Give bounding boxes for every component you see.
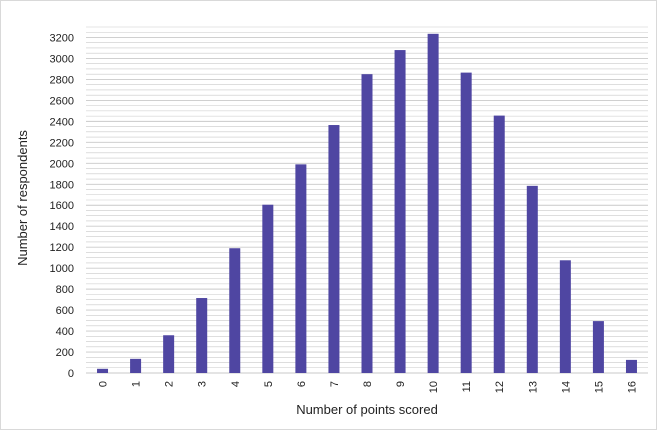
bar-6 xyxy=(295,164,307,373)
y-tick-label: 1600 xyxy=(50,200,74,212)
bar-12 xyxy=(493,115,505,373)
y-tick-label: 1200 xyxy=(50,242,74,254)
x-tick-label: 16 xyxy=(626,381,638,393)
x-tick-label: 9 xyxy=(395,381,407,387)
y-tick-label: 3000 xyxy=(50,53,74,65)
bar-15 xyxy=(592,321,604,373)
y-tick-label: 2400 xyxy=(50,116,74,128)
bar-16 xyxy=(625,359,637,373)
x-tick-label: 7 xyxy=(329,381,341,387)
bar-9 xyxy=(394,50,406,374)
x-tick-label: 0 xyxy=(98,381,110,387)
x-tick-labels: 0 1 2 3 4 5 6 7 8 9 10 11 12 13 14 15 16 xyxy=(98,381,639,393)
x-tick-label: 11 xyxy=(461,381,473,392)
y-tick-label: 2200 xyxy=(50,137,74,149)
y-tick-label: 2800 xyxy=(50,74,74,86)
y-tick-label: 200 xyxy=(56,347,74,359)
bar-10 xyxy=(427,33,439,373)
x-tick-label: 1 xyxy=(131,381,143,387)
x-tick-label: 14 xyxy=(560,381,572,393)
x-tick-label: 2 xyxy=(164,381,176,387)
x-tick-label: 6 xyxy=(296,381,308,387)
bar-3 xyxy=(196,298,208,373)
y-tick-label: 800 xyxy=(56,284,74,296)
x-tick-label: 3 xyxy=(197,381,209,387)
bar-14 xyxy=(559,260,571,373)
bar-11 xyxy=(460,72,472,373)
x-tick-label: 5 xyxy=(263,381,275,387)
x-tick-label: 10 xyxy=(428,381,440,393)
y-tick-label: 600 xyxy=(56,305,74,317)
bar-8 xyxy=(361,74,373,373)
y-axis-title: Number of respondents xyxy=(15,130,30,266)
y-tick-label: 2600 xyxy=(50,95,74,107)
bar-0 xyxy=(97,368,109,373)
bar-2 xyxy=(163,335,175,373)
y-tick-labels: 0 200 400 600 800 1000 1200 1400 1600 1800 2000 220… xyxy=(50,32,74,380)
bar-7 xyxy=(328,125,340,374)
bar-4 xyxy=(229,248,241,373)
bar-13 xyxy=(526,185,538,373)
x-axis-title: Number of points scored xyxy=(296,402,438,417)
y-tick-label: 1400 xyxy=(50,221,74,233)
x-tick-label: 12 xyxy=(494,381,506,393)
y-tick-label: 3200 xyxy=(50,32,74,44)
bars xyxy=(97,33,637,374)
y-tick-label: 1000 xyxy=(50,263,74,275)
y-tick-label: 400 xyxy=(56,326,74,338)
y-tick-label: 1800 xyxy=(50,179,74,191)
x-tick-label: 13 xyxy=(527,381,539,393)
bar-5 xyxy=(262,204,274,373)
y-tick-label: 2000 xyxy=(50,158,74,170)
x-tick-label: 8 xyxy=(362,381,374,387)
bar-1 xyxy=(130,358,142,373)
x-tick-label: 15 xyxy=(593,381,605,393)
x-tick-label: 4 xyxy=(230,381,242,387)
y-tick-label: 0 xyxy=(68,368,74,380)
